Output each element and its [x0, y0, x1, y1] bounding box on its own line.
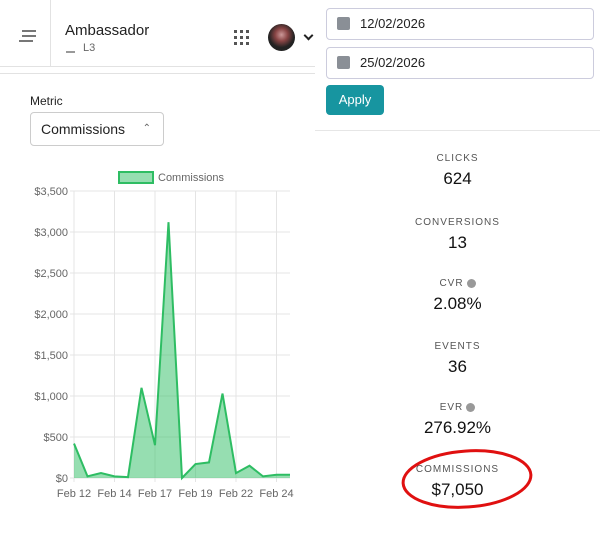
help-icon[interactable] — [466, 402, 476, 412]
apps-icon[interactable] — [234, 30, 237, 33]
title: Ambassador — [65, 22, 150, 39]
y-tick-label: $1,000 — [34, 391, 68, 403]
separator — [0, 73, 315, 74]
header: Ambassador L3 — [0, 0, 315, 67]
y-tick-label: $1,500 — [34, 350, 68, 362]
stat-label-text: EVR — [439, 402, 464, 413]
y-tick-label: $3,000 — [34, 227, 68, 239]
end-date-text: 25/02/2026 — [360, 55, 426, 70]
y-tick-label: $0 — [56, 473, 68, 485]
level-icon — [66, 42, 75, 53]
x-tick-label: Feb 24 — [259, 488, 293, 500]
avatar[interactable] — [268, 24, 295, 51]
stat-label: CONVERSIONS — [315, 217, 600, 228]
area — [74, 222, 290, 478]
stat: EVR 276.92% — [315, 402, 600, 438]
stat-label: CLICKS — [315, 153, 600, 164]
stat-value: 13 — [448, 233, 467, 252]
stat-value: $7,050 — [431, 480, 484, 499]
start-date-text: 12/02/2026 — [360, 16, 426, 31]
stat-label-text: CLICKS — [436, 153, 479, 164]
x-tick-label: Feb 12 — [57, 488, 91, 500]
x-tick-label: Feb 22 — [219, 488, 253, 500]
stat-label-text: CONVERSIONS — [415, 217, 500, 228]
stat-label: EVENTS — [315, 341, 600, 352]
help-icon[interactable] — [466, 278, 476, 288]
line — [73, 222, 290, 481]
stat-label: COMMISSIONS — [315, 464, 600, 475]
stat-label-text: COMMISSIONS — [415, 464, 500, 475]
metric-select[interactable]: Commissions ⌃ — [30, 112, 164, 146]
y-tick-label: $2,500 — [34, 268, 68, 280]
stat-label: CVR — [315, 278, 600, 289]
stat: CLICKS 624 — [315, 153, 600, 189]
stat-label-text: EVENTS — [434, 341, 481, 352]
legend-label: Commissions — [158, 172, 225, 184]
y-tick-label: $500 — [44, 432, 68, 444]
x-tick-label: Feb 17 — [138, 488, 172, 500]
x-tick-label: Feb 14 — [97, 488, 131, 500]
divider — [50, 0, 51, 66]
stat-value: 624 — [443, 169, 472, 188]
stat-value: 276.92% — [423, 418, 492, 437]
stat-value: 36 — [448, 357, 467, 376]
metric-value: Commissions — [41, 121, 126, 137]
chart: $0 $500 $1,000 $1,500 $2,000 $2,500 $3,000 $3,5… — [34, 171, 294, 500]
apply-button[interactable]: Apply — [326, 85, 384, 115]
stat-label: EVR — [315, 402, 600, 413]
stat: CVR 2.08% — [315, 278, 600, 314]
level: L3 — [83, 42, 96, 54]
highlight — [401, 449, 533, 509]
select-arrows: ⌃ — [142, 123, 151, 134]
stat: COMMISSIONS $7,050 — [315, 464, 600, 500]
stat: CONVERSIONS 13 — [315, 217, 600, 253]
x-tick-label: Feb 19 — [178, 488, 212, 500]
metric-label: Metric — [30, 94, 63, 108]
menu-icon[interactable] — [22, 30, 36, 32]
stat: EVENTS 36 — [315, 341, 600, 377]
separator — [315, 130, 600, 131]
y-tick-label: $3,500 — [34, 186, 68, 198]
end-date[interactable]: 25/02/2026 — [326, 47, 594, 79]
stat-label-text: CVR — [439, 278, 464, 289]
legend-swatch — [118, 171, 154, 184]
y-tick-label: $2,000 — [34, 309, 68, 321]
stat-value: 2.08% — [433, 294, 482, 313]
start-date[interactable]: 12/02/2026 — [326, 8, 594, 40]
